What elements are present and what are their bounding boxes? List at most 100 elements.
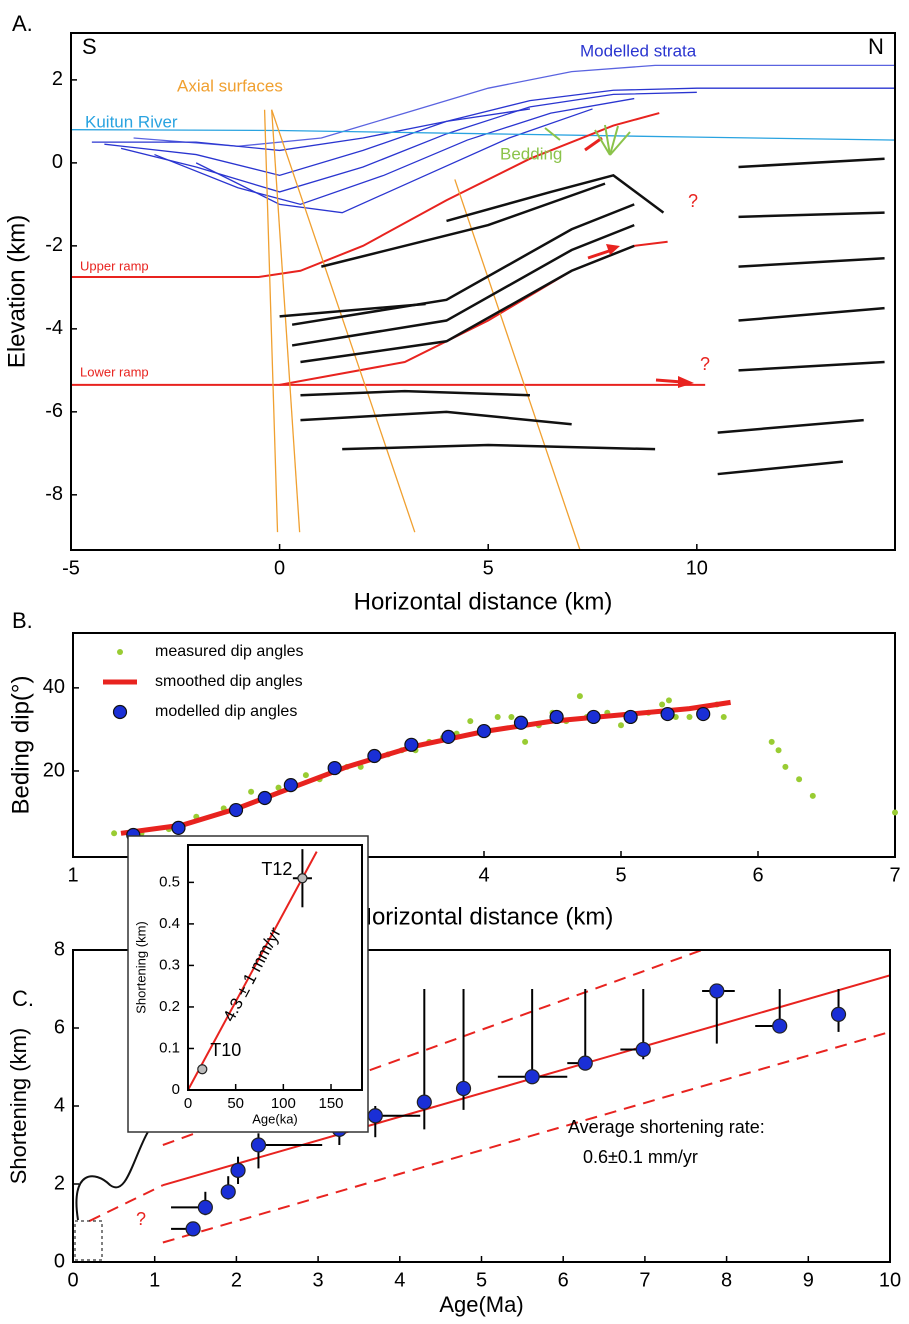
measured-point <box>768 738 775 745</box>
data-point <box>197 1199 213 1216</box>
measured-point <box>665 697 672 704</box>
x-tick-label: 150 <box>318 1095 343 1112</box>
annotation: ? <box>136 1209 146 1229</box>
x-tick-label: 3 <box>313 1269 324 1291</box>
measured-point <box>782 763 789 770</box>
annotation: Axial surfaces <box>177 76 283 95</box>
annotation: Average shortening rate: <box>568 1117 765 1137</box>
y-tick-label: -8 <box>45 483 63 505</box>
y-tick-label: 0.5 <box>159 873 180 890</box>
modelled-point <box>404 737 419 752</box>
y-tick-label: 0 <box>54 1250 65 1272</box>
tick <box>604 124 611 156</box>
y-tick-label: 0.1 <box>159 1039 180 1056</box>
data-point <box>416 1094 432 1110</box>
modelled-point <box>549 709 564 725</box>
modelled-point <box>586 709 601 725</box>
data-point <box>830 1006 847 1022</box>
x-axis-title: Horizontal distance (km) <box>355 903 614 930</box>
x-tick-label: 5 <box>476 1269 487 1291</box>
x-tick-label: 8 <box>721 1269 732 1291</box>
arrow-head <box>678 376 694 388</box>
annotation: S <box>82 34 97 59</box>
x-tick-label: 5 <box>615 864 626 886</box>
y-tick-label: 4 <box>54 1094 65 1116</box>
annotation: ? <box>700 354 710 374</box>
line <box>120 91 697 193</box>
x-tick-label: -5 <box>62 557 80 579</box>
x-tick-label: 50 <box>227 1095 244 1112</box>
annotation: ? <box>688 191 698 211</box>
modelled-point <box>623 709 638 725</box>
line <box>263 109 279 533</box>
panel-label: B. <box>12 608 33 633</box>
modelled-point <box>476 723 492 739</box>
y-tick-label: 20 <box>43 759 65 781</box>
arrow-head <box>606 244 620 255</box>
x-tick-label: 1 <box>149 1269 160 1291</box>
x-tick-label: 100 <box>271 1095 296 1112</box>
zoom-box <box>74 1220 103 1261</box>
tick <box>594 129 611 156</box>
measured-point <box>576 693 583 700</box>
x-tick-label: 4 <box>394 1269 405 1291</box>
annotation: Upper ramp <box>80 258 149 273</box>
data-point <box>197 1064 208 1075</box>
line <box>738 257 885 268</box>
line <box>717 460 843 476</box>
arrow <box>655 378 683 384</box>
modelled-point <box>327 760 342 776</box>
measured-point <box>494 713 501 720</box>
annotation: Lower ramp <box>80 364 149 379</box>
modelled-point <box>171 820 186 836</box>
panel-label: A. <box>12 11 33 36</box>
modelled-point <box>660 706 675 722</box>
y-tick-label: 0.4 <box>159 915 180 932</box>
line <box>321 182 606 268</box>
data-point <box>524 1069 540 1085</box>
measured-point <box>275 784 282 791</box>
modelled-point <box>367 748 382 764</box>
line <box>271 109 301 533</box>
measured-point <box>522 738 529 745</box>
line <box>738 211 885 219</box>
x-tick-label: 10 <box>879 1269 901 1291</box>
modelled-point <box>696 706 711 722</box>
x-tick-label: 6 <box>752 864 763 886</box>
legend-label: smoothed dip angles <box>155 673 303 690</box>
annotation: N <box>868 34 884 59</box>
plot-frame <box>187 844 363 1091</box>
y-tick-label: -6 <box>45 400 63 422</box>
x-axis-title: Age(ka) <box>252 1111 298 1126</box>
line <box>71 112 660 278</box>
measured-point <box>796 776 803 783</box>
annotation: Kuitun River <box>85 112 178 131</box>
inset-layer: 0 50 100 150 0 0.1 0.2 0.3 0.4 0.5 Age(ka) Shorteni… <box>127 835 369 1133</box>
point-label: T12 <box>261 859 292 879</box>
line <box>300 410 572 426</box>
measured-point <box>659 701 666 708</box>
modelled-point <box>441 729 456 744</box>
line <box>738 157 885 169</box>
plot-frame <box>70 32 896 551</box>
measured-point <box>302 772 309 779</box>
x-tick-label: 0 <box>184 1095 192 1112</box>
line <box>446 173 665 223</box>
annotation: Bedding <box>500 144 562 163</box>
y-axis-title: Beding dip(°) <box>7 675 34 814</box>
arrow <box>587 248 613 260</box>
inset-background <box>127 835 369 1133</box>
y-tick-label: 0.3 <box>159 956 180 973</box>
modelled-point <box>513 715 529 730</box>
data-point <box>455 1080 472 1097</box>
smoothed-line <box>120 699 731 836</box>
line <box>162 1030 891 1244</box>
modelled-point <box>257 790 272 806</box>
arrow <box>584 136 603 152</box>
measured-point <box>775 747 782 754</box>
modelled-point <box>228 802 244 818</box>
data-point <box>230 1162 246 1178</box>
data-point <box>185 1221 201 1237</box>
